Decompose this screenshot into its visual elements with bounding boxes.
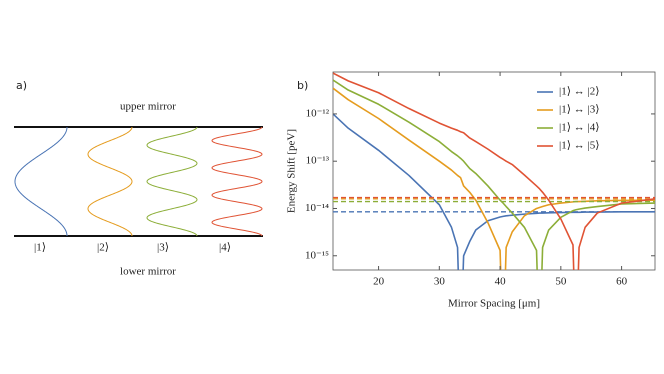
y-tick-label: 10⁻¹⁴ (305, 202, 329, 214)
panel-label: a) (16, 79, 27, 92)
state-label: |3⟩ (157, 242, 169, 254)
x-tick-label: 30 (434, 276, 446, 288)
x-axis-label: Mirror Spacing [μm] (448, 298, 540, 310)
upper-mirror-label: upper mirror (120, 101, 176, 113)
lower-mirror-label: lower mirror (120, 266, 176, 278)
y-tick-label: 10⁻¹³ (306, 155, 330, 167)
series-line (333, 79, 655, 270)
y-tick-label: 10⁻¹⁵ (305, 249, 329, 261)
legend-label: |1⟩ ↔ |4⟩ (559, 122, 600, 134)
legend-label: |1⟩ ↔ |5⟩ (559, 140, 600, 152)
x-tick-label: 40 (495, 276, 507, 288)
y-axis-label: Energy Shift [peV] (286, 129, 298, 213)
wavefunction (146, 126, 198, 237)
state-label: |2⟩ (97, 242, 109, 254)
series-line (333, 72, 655, 270)
state-label: |1⟩ (34, 242, 46, 254)
state-label: |4⟩ (219, 242, 231, 254)
wavefunction (14, 126, 68, 237)
x-tick-label: 20 (373, 276, 385, 288)
y-tick-label: 10⁻¹² (306, 107, 330, 119)
panel-label: b) (297, 79, 308, 92)
legend-label: |1⟩ ↔ |3⟩ (559, 104, 600, 116)
wavefunction (211, 126, 263, 237)
plot-frame (332, 71, 656, 271)
x-tick-label: 60 (616, 276, 628, 288)
series-line (333, 113, 655, 270)
wavefunction (87, 126, 133, 237)
legend-label: |1⟩ ↔ |2⟩ (559, 86, 600, 98)
x-tick-label: 50 (555, 276, 567, 288)
